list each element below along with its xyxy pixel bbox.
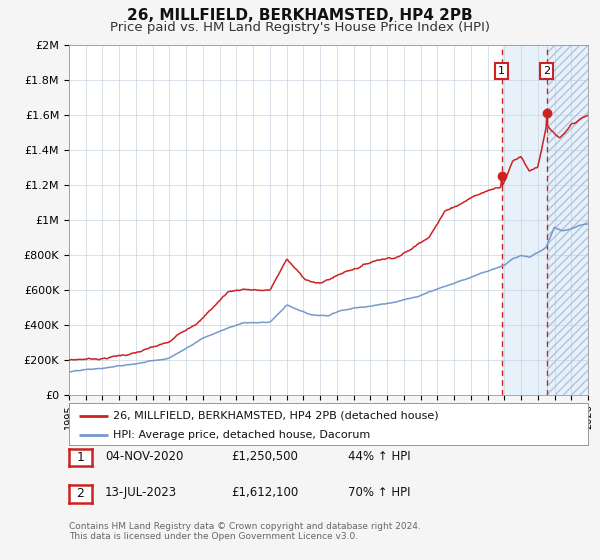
Text: 1: 1 xyxy=(76,451,85,464)
Text: 13-JUL-2023: 13-JUL-2023 xyxy=(105,486,177,500)
Text: 26, MILLFIELD, BERKHAMSTED, HP4 2PB (detached house): 26, MILLFIELD, BERKHAMSTED, HP4 2PB (det… xyxy=(113,411,439,421)
Text: 44% ↑ HPI: 44% ↑ HPI xyxy=(348,450,410,463)
Bar xyxy=(547,45,588,395)
Text: 1: 1 xyxy=(498,66,505,76)
Text: 70% ↑ HPI: 70% ↑ HPI xyxy=(348,486,410,500)
Text: £1,250,500: £1,250,500 xyxy=(231,450,298,463)
Text: Price paid vs. HM Land Registry's House Price Index (HPI): Price paid vs. HM Land Registry's House … xyxy=(110,21,490,34)
Text: Contains HM Land Registry data © Crown copyright and database right 2024.
This d: Contains HM Land Registry data © Crown c… xyxy=(69,522,421,542)
Text: 26, MILLFIELD, BERKHAMSTED, HP4 2PB: 26, MILLFIELD, BERKHAMSTED, HP4 2PB xyxy=(127,8,473,24)
Text: 2: 2 xyxy=(76,487,85,501)
Text: HPI: Average price, detached house, Dacorum: HPI: Average price, detached house, Daco… xyxy=(113,430,370,440)
Bar xyxy=(502,45,588,395)
Text: 04-NOV-2020: 04-NOV-2020 xyxy=(105,450,184,463)
Text: 2: 2 xyxy=(543,66,550,76)
Text: £1,612,100: £1,612,100 xyxy=(231,486,298,500)
